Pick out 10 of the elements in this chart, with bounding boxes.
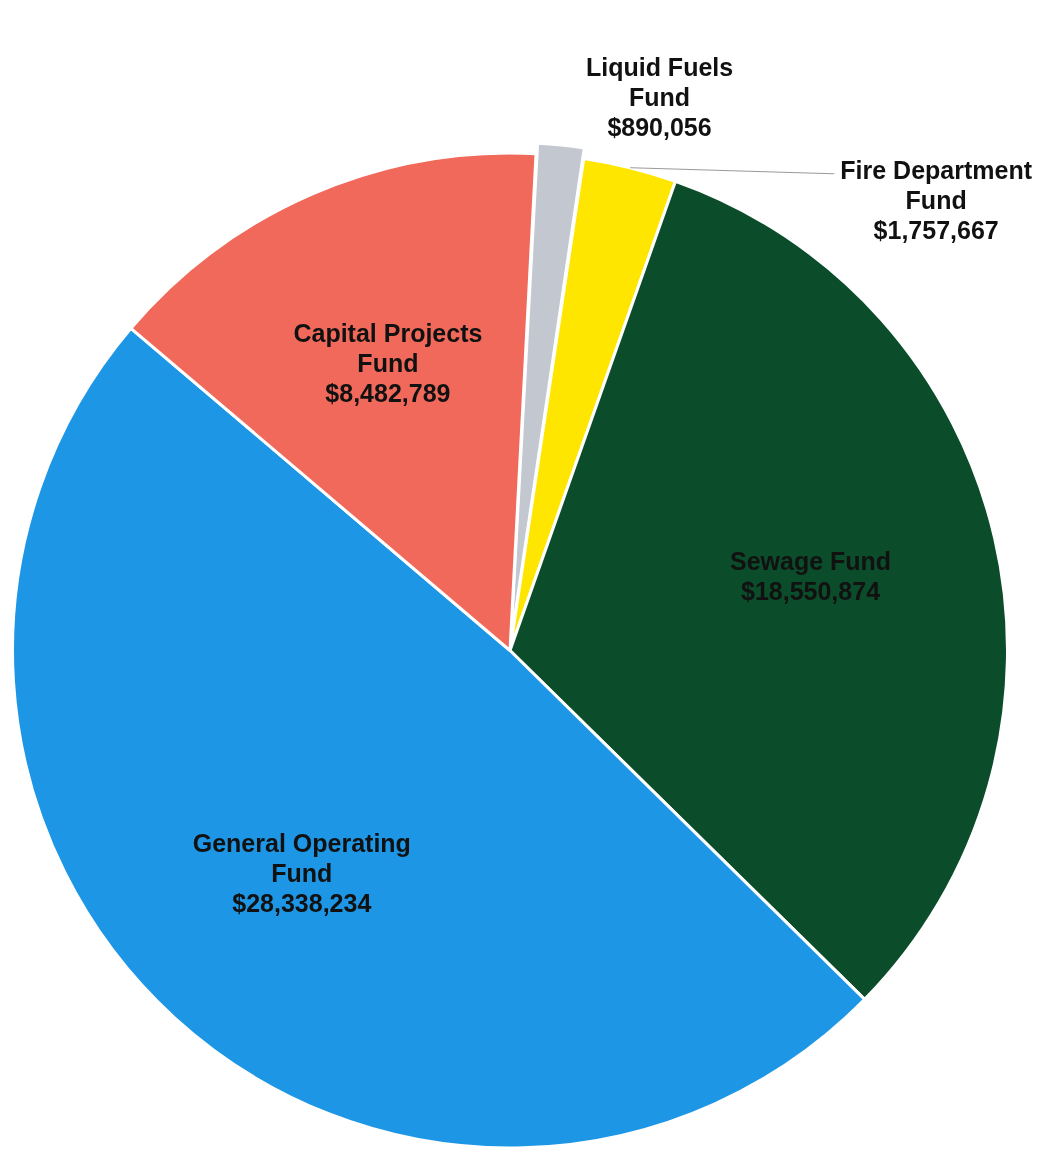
data-label: $8,482,789 (325, 378, 451, 407)
data-label: $890,056 (607, 112, 712, 141)
slice-label: General Operating Fund (192, 829, 411, 888)
slice-label: Liquid Fuels Fund (585, 52, 734, 111)
slice-label: Sewage Fund (729, 547, 892, 576)
data-label: $28,338,234 (232, 889, 372, 918)
data-label: $18,550,874 (741, 577, 881, 606)
data-label: $1,757,667 (873, 216, 999, 245)
slice-label: Capital Projects Fund (293, 318, 483, 377)
slice-label: Fire Department Fund (840, 156, 1033, 215)
